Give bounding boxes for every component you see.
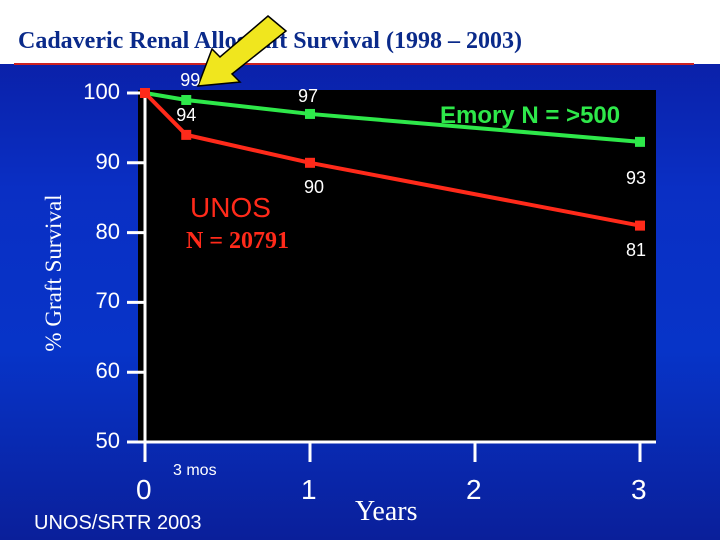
unos-data-point bbox=[181, 129, 192, 140]
unos-data-label: 90 bbox=[304, 176, 325, 197]
y-tick-label: 60 bbox=[95, 358, 120, 384]
y-tick-label: 100 bbox=[83, 79, 120, 104]
emory-data-label: 97 bbox=[298, 85, 319, 106]
unos-series-label-line1: UNOS bbox=[190, 192, 271, 223]
y-tick-label: 80 bbox=[95, 218, 120, 244]
unos-data-point bbox=[635, 220, 645, 231]
unos-series-label-line2: N = 20791 bbox=[186, 228, 290, 254]
yellow-arrow-annotation bbox=[196, 15, 288, 87]
title-band bbox=[0, 0, 720, 64]
emory-series-line bbox=[144, 91, 641, 144]
x-tick-label: 1 bbox=[301, 474, 317, 505]
unos-data-point bbox=[140, 88, 150, 98]
source-label: UNOS/SRTR 2003 bbox=[34, 512, 202, 534]
emory-series-label: Emory N = >500 bbox=[440, 102, 621, 129]
unos-data-point bbox=[305, 157, 315, 168]
y-tick-label: 90 bbox=[95, 148, 120, 174]
unos-series-line bbox=[143, 91, 641, 228]
y-tick-label: 70 bbox=[95, 288, 120, 314]
emory-data-point bbox=[181, 94, 192, 105]
emory-data-label: 93 bbox=[626, 167, 647, 188]
y-tick-label: 50 bbox=[95, 428, 120, 453]
plot-area bbox=[138, 90, 656, 442]
x-axis-label: Years bbox=[355, 496, 418, 527]
emory-data-point bbox=[305, 108, 315, 119]
x-tick-label: 2 bbox=[466, 474, 482, 505]
x-tick-label: 0 bbox=[136, 474, 152, 505]
unos-data-label: 81 bbox=[626, 239, 647, 260]
unos-data-label: 94 bbox=[176, 104, 197, 125]
emory-data-label: 99 bbox=[180, 69, 201, 90]
x-tick-label: 3 bbox=[631, 474, 647, 505]
three-months-label: 3 mos bbox=[173, 462, 217, 479]
emory-data-point bbox=[635, 136, 645, 147]
title-underline bbox=[14, 63, 694, 65]
